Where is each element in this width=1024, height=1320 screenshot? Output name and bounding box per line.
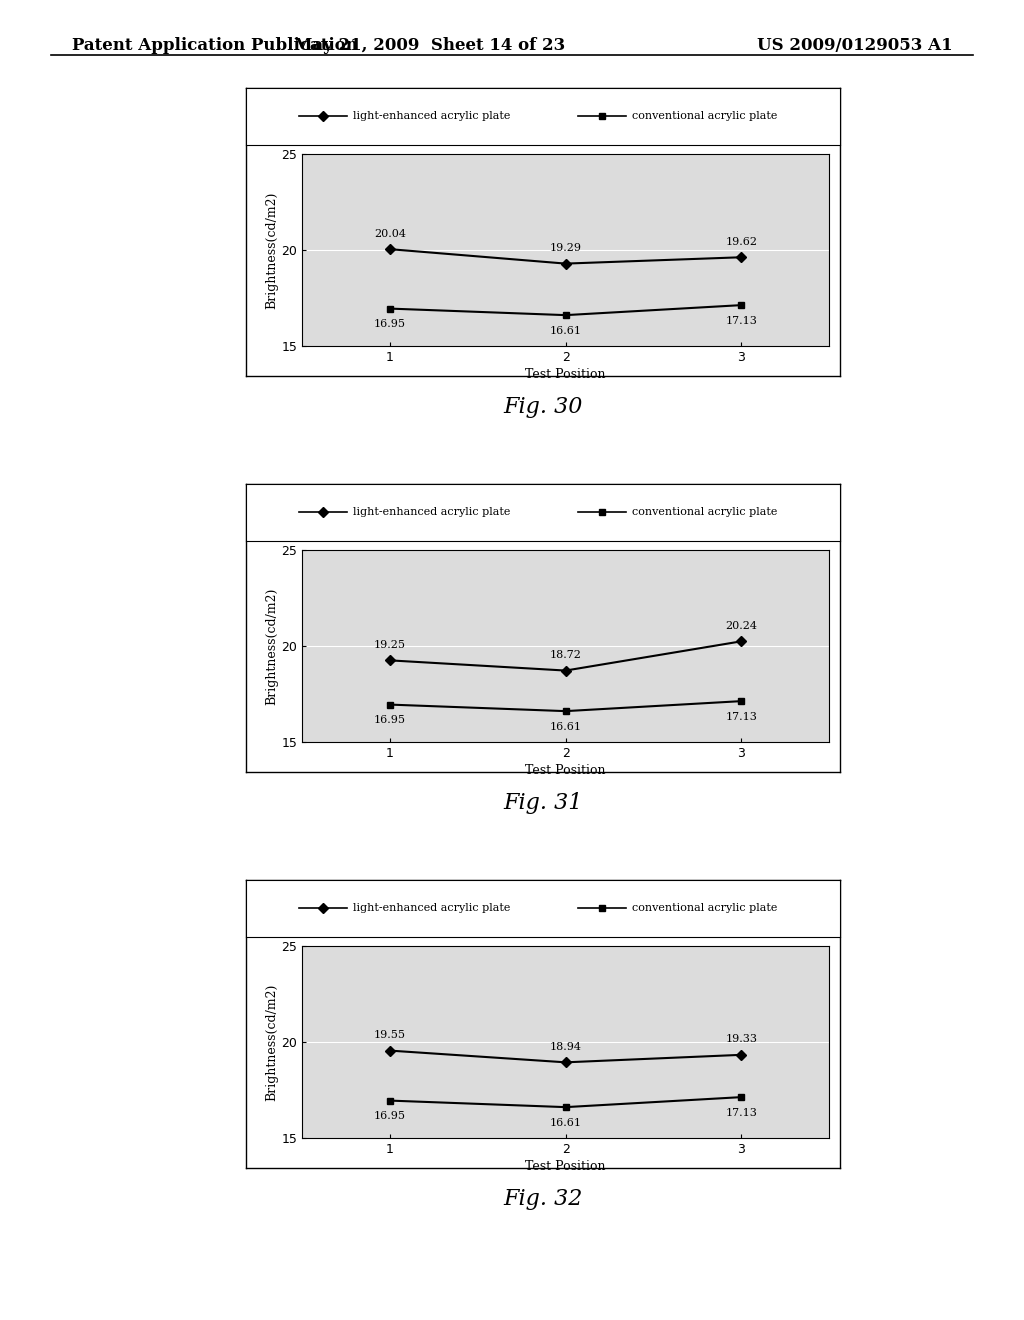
X-axis label: Test Position: Test Position (525, 764, 606, 777)
Text: Patent Application Publication: Patent Application Publication (72, 37, 357, 54)
Text: 20.04: 20.04 (374, 228, 406, 239)
Text: 16.95: 16.95 (374, 715, 406, 725)
Text: 17.13: 17.13 (725, 315, 757, 326)
Y-axis label: Brightness(cd/m2): Brightness(cd/m2) (265, 191, 279, 309)
Text: 16.61: 16.61 (550, 1118, 582, 1127)
Y-axis label: Brightness(cd/m2): Brightness(cd/m2) (265, 983, 279, 1101)
Text: conventional acrylic plate: conventional acrylic plate (632, 111, 777, 121)
Text: Fig. 32: Fig. 32 (503, 1188, 583, 1210)
Text: 17.13: 17.13 (725, 711, 757, 722)
Y-axis label: Brightness(cd/m2): Brightness(cd/m2) (265, 587, 279, 705)
Text: 16.61: 16.61 (550, 722, 582, 731)
Text: conventional acrylic plate: conventional acrylic plate (632, 903, 777, 913)
Text: US 2009/0129053 A1: US 2009/0129053 A1 (757, 37, 952, 54)
Text: 20.24: 20.24 (725, 620, 757, 631)
X-axis label: Test Position: Test Position (525, 1160, 606, 1173)
Text: 19.55: 19.55 (374, 1030, 406, 1040)
Text: Fig. 31: Fig. 31 (503, 792, 583, 814)
Text: 19.29: 19.29 (550, 243, 582, 253)
Text: 18.94: 18.94 (550, 1041, 582, 1052)
Text: light-enhanced acrylic plate: light-enhanced acrylic plate (352, 111, 510, 121)
Text: 19.33: 19.33 (725, 1035, 757, 1044)
Text: 18.72: 18.72 (550, 649, 582, 660)
Text: 16.95: 16.95 (374, 319, 406, 329)
Text: light-enhanced acrylic plate: light-enhanced acrylic plate (352, 507, 510, 517)
Text: 19.62: 19.62 (725, 236, 757, 247)
Text: light-enhanced acrylic plate: light-enhanced acrylic plate (352, 903, 510, 913)
Text: 17.13: 17.13 (725, 1107, 757, 1118)
Text: May 21, 2009  Sheet 14 of 23: May 21, 2009 Sheet 14 of 23 (295, 37, 565, 54)
Text: 16.61: 16.61 (550, 326, 582, 335)
Text: Fig. 30: Fig. 30 (503, 396, 583, 418)
Text: 16.95: 16.95 (374, 1111, 406, 1121)
Text: 19.25: 19.25 (374, 640, 406, 649)
X-axis label: Test Position: Test Position (525, 368, 606, 381)
Text: conventional acrylic plate: conventional acrylic plate (632, 507, 777, 517)
